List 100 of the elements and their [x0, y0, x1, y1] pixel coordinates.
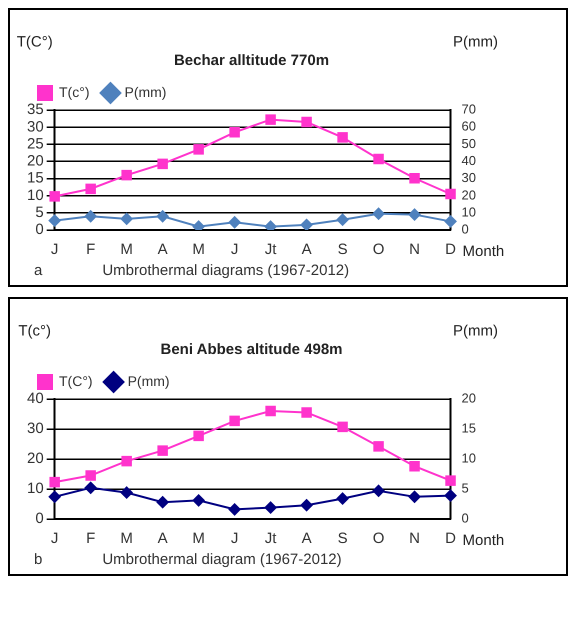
x-tick-label: S [338, 530, 348, 548]
legend-label: T(C°) [59, 372, 93, 389]
x-tick-label: N [409, 530, 420, 548]
point [120, 486, 133, 499]
x-tick-label: J [230, 530, 238, 548]
point [264, 502, 277, 514]
x-tick-label: F [86, 241, 96, 258]
x-tick-label: J [50, 530, 58, 548]
point [373, 154, 384, 164]
x-tick-label: M [192, 241, 205, 258]
y2-tick-label: 50 [462, 136, 476, 151]
text: b [34, 551, 42, 568]
x-tick-label: D [445, 530, 456, 548]
y2-tick-label: 0 [462, 510, 469, 526]
x-tick-label: S [338, 241, 348, 258]
x-tick-label: A [302, 241, 312, 258]
y-tick-label: 25 [26, 135, 44, 152]
point [156, 496, 169, 508]
y2-tick-label: 20 [462, 390, 476, 406]
point [265, 114, 276, 125]
y2-tick-label: 70 [462, 102, 476, 117]
y-tick-label: 0 [35, 221, 44, 238]
y2-tick-label: 30 [462, 170, 476, 186]
point [444, 490, 457, 502]
y-tick-label: 10 [26, 480, 44, 498]
y-tick-label: 40 [26, 390, 44, 408]
point [193, 144, 204, 155]
x-tick-label: A [302, 530, 312, 548]
x-tick-label: A [158, 241, 168, 258]
x-tick-label: O [372, 530, 384, 548]
point [85, 184, 96, 194]
chart-title: Bechar alltitude 770m [174, 52, 330, 70]
y2-tick-label: 5 [462, 480, 469, 496]
point [228, 503, 241, 516]
point [84, 482, 97, 494]
point [409, 172, 420, 184]
x-tick-label: N [409, 241, 420, 258]
x-tick-label: Jt [264, 530, 278, 548]
legend-label: P(mm) [124, 84, 166, 100]
point [85, 470, 96, 481]
point [229, 127, 240, 138]
x-tick-label: Jt [264, 241, 278, 258]
point [49, 476, 60, 488]
y-tick-label: 20 [26, 450, 44, 468]
chart-title: Beni Abbes altitude 498m [160, 341, 342, 358]
y2-tick-label: 10 [462, 204, 476, 220]
point [157, 158, 168, 170]
x-tick-label: A [158, 530, 168, 548]
y2-axis-title: P(mm) [453, 322, 498, 340]
x-axis-title: Month [462, 532, 504, 550]
y-axis-title: T(c°) [18, 322, 52, 340]
point [121, 456, 132, 466]
y2-tick-label: 60 [462, 118, 476, 134]
legend-label: P(mm) [128, 372, 170, 389]
x-axis-title: Month [462, 243, 504, 260]
y2-tick-label: 20 [462, 187, 476, 202]
point [408, 490, 421, 503]
y2-tick-label: 40 [462, 153, 476, 168]
x-tick-label: M [120, 530, 133, 548]
point [445, 475, 456, 486]
y-tick-label: 35 [26, 101, 44, 118]
point [121, 170, 132, 180]
y-tick-label: 30 [26, 420, 44, 438]
x-tick-label: F [86, 530, 96, 548]
point [372, 484, 385, 497]
point [300, 499, 313, 512]
point [229, 416, 240, 426]
legend-label: T(c°) [59, 84, 90, 100]
x-tick-label: M [120, 241, 133, 258]
point [409, 460, 420, 472]
point [445, 188, 456, 200]
x-tick-label: D [445, 241, 456, 258]
y2-axis-title: P(mm) [453, 34, 498, 51]
y-tick-label: 10 [26, 186, 44, 204]
point [193, 430, 204, 442]
y-tick-label: 0 [35, 510, 44, 528]
text: a [34, 262, 42, 279]
y2-tick-label: 0 [462, 222, 469, 237]
point [157, 445, 168, 456]
x-tick-label: O [372, 241, 384, 258]
point [49, 191, 60, 202]
y-tick-label: 30 [26, 118, 44, 136]
text: Umbrothermal diagram (1967-2012) [102, 551, 342, 568]
x-tick-label: J [230, 241, 238, 258]
point [337, 132, 348, 143]
y-tick-label: 5 [35, 204, 44, 221]
y-tick-label: 15 [26, 170, 44, 187]
y-axis-title: T(C°) [16, 34, 53, 51]
point [301, 407, 312, 418]
point [265, 406, 276, 416]
x-tick-label: M [192, 530, 205, 548]
text: Umbrothermal diagrams (1967-2012) [102, 262, 350, 279]
point [337, 422, 348, 432]
y2-tick-label: 15 [462, 420, 476, 436]
point [192, 494, 205, 506]
point [336, 492, 349, 505]
y2-tick-label: 10 [462, 450, 476, 466]
y-tick-label: 20 [26, 152, 44, 170]
point [373, 441, 384, 452]
point [301, 116, 312, 128]
